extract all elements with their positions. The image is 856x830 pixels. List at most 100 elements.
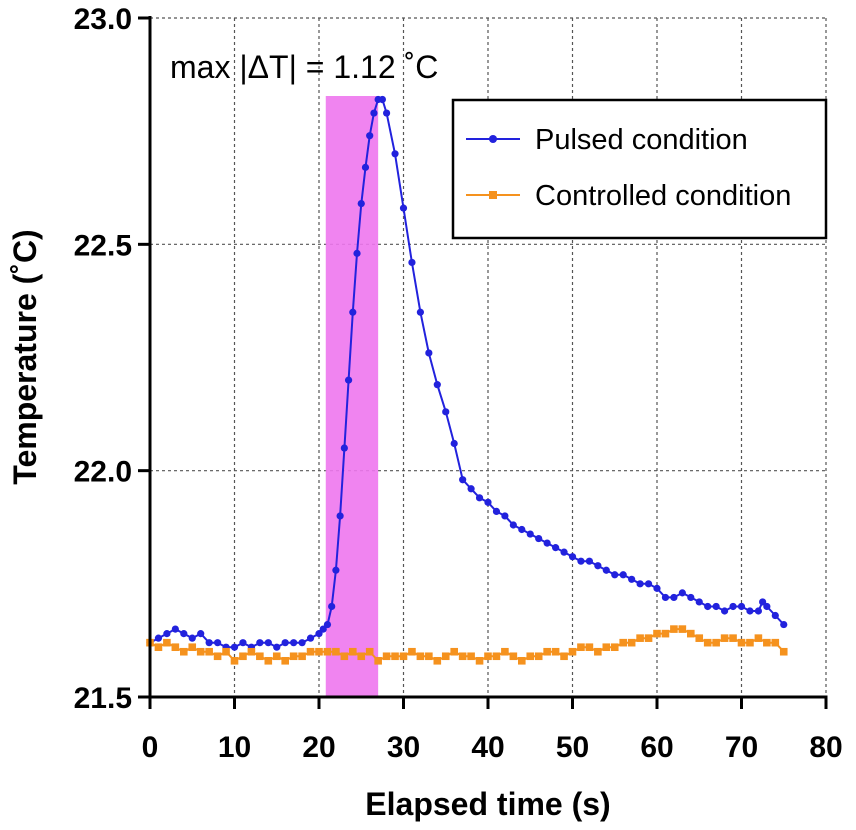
x-tick-label: 80	[809, 731, 842, 764]
data-point	[602, 566, 610, 574]
data-point	[560, 652, 568, 661]
data-point	[441, 652, 450, 661]
data-point	[610, 643, 619, 652]
data-point	[336, 512, 344, 520]
data-point	[349, 647, 357, 656]
data-point	[222, 647, 230, 656]
x-tick-label: 60	[640, 731, 673, 764]
data-point	[340, 444, 348, 452]
data-point	[695, 598, 703, 606]
data-point	[361, 163, 370, 171]
data-point	[737, 638, 746, 647]
data-point	[442, 408, 450, 416]
data-point	[382, 652, 391, 661]
data-point	[281, 656, 289, 665]
data-point	[416, 652, 425, 661]
data-point	[670, 625, 678, 633]
data-point	[484, 652, 492, 661]
data-point	[467, 652, 475, 661]
x-tick-label: 50	[556, 731, 589, 764]
data-point	[763, 638, 771, 647]
data-point	[526, 652, 535, 661]
data-point	[594, 647, 602, 656]
data-point	[315, 630, 323, 638]
data-point	[264, 639, 272, 647]
data-point	[425, 349, 433, 357]
data-point	[340, 652, 349, 661]
data-point	[568, 647, 577, 656]
data-point	[391, 150, 399, 158]
data-point	[492, 507, 501, 516]
data-point	[425, 652, 433, 661]
data-point	[319, 625, 327, 633]
data-point	[154, 634, 163, 642]
data-point	[197, 630, 205, 638]
data-point	[171, 643, 180, 652]
y-tick-label: 21.5	[74, 682, 132, 715]
data-point	[551, 647, 560, 656]
data-point	[759, 598, 767, 606]
data-point	[771, 638, 780, 647]
x-tick-label: 30	[387, 731, 420, 764]
data-point	[704, 602, 712, 611]
data-point	[543, 647, 551, 656]
series-controlled	[146, 625, 788, 665]
y-tick-label: 22.5	[74, 229, 132, 262]
x-tick-label: 40	[471, 731, 504, 764]
data-point	[391, 652, 399, 661]
data-point	[526, 530, 534, 538]
data-point	[712, 602, 720, 611]
x-axis-title: Elapsed time (s)	[365, 786, 610, 822]
data-point	[703, 638, 712, 647]
tick-labels: 0 10 20 30 40 50 60 70 80 21.5 22.0 22.5 23.0	[74, 3, 843, 764]
data-point	[180, 630, 188, 638]
data-point	[256, 652, 264, 661]
data-point	[518, 525, 526, 534]
data-point	[163, 630, 171, 638]
data-point	[298, 639, 306, 647]
legend-entry-controlled	[466, 191, 520, 199]
legend-marker	[489, 191, 497, 199]
data-point	[501, 647, 509, 656]
data-point	[577, 643, 585, 652]
data-point	[188, 634, 196, 642]
legend-marker	[489, 135, 497, 143]
data-point	[644, 580, 653, 588]
data-point	[273, 643, 281, 651]
data-point	[627, 638, 636, 647]
data-point	[214, 639, 222, 647]
data-point	[746, 607, 754, 615]
data-point	[264, 656, 273, 665]
data-point	[501, 512, 509, 520]
data-point	[365, 647, 374, 656]
y-axis-title: Temperature (˚C)	[7, 229, 43, 484]
series-layer	[146, 95, 788, 665]
data-point	[678, 625, 687, 633]
x-tick-label: 0	[142, 731, 159, 764]
axes	[138, 16, 828, 709]
data-point	[163, 638, 171, 647]
data-point	[636, 634, 644, 642]
data-point	[171, 625, 179, 633]
data-point	[188, 643, 197, 652]
data-point	[661, 629, 670, 638]
data-point	[239, 639, 247, 647]
data-point	[763, 602, 771, 611]
y-tick-label: 22.0	[74, 456, 132, 489]
data-point	[399, 652, 408, 661]
data-point	[475, 656, 484, 665]
data-point	[416, 308, 424, 316]
data-point	[771, 611, 779, 620]
data-point	[535, 534, 543, 543]
data-point	[754, 607, 763, 615]
stimulus-highlight-region	[325, 96, 379, 697]
data-point	[518, 656, 526, 665]
x-tick-label: 10	[218, 731, 251, 764]
data-point	[205, 639, 213, 647]
data-point	[357, 199, 365, 208]
data-point	[353, 249, 361, 257]
data-point	[196, 647, 205, 656]
data-point	[344, 376, 353, 384]
data-point	[247, 647, 256, 656]
